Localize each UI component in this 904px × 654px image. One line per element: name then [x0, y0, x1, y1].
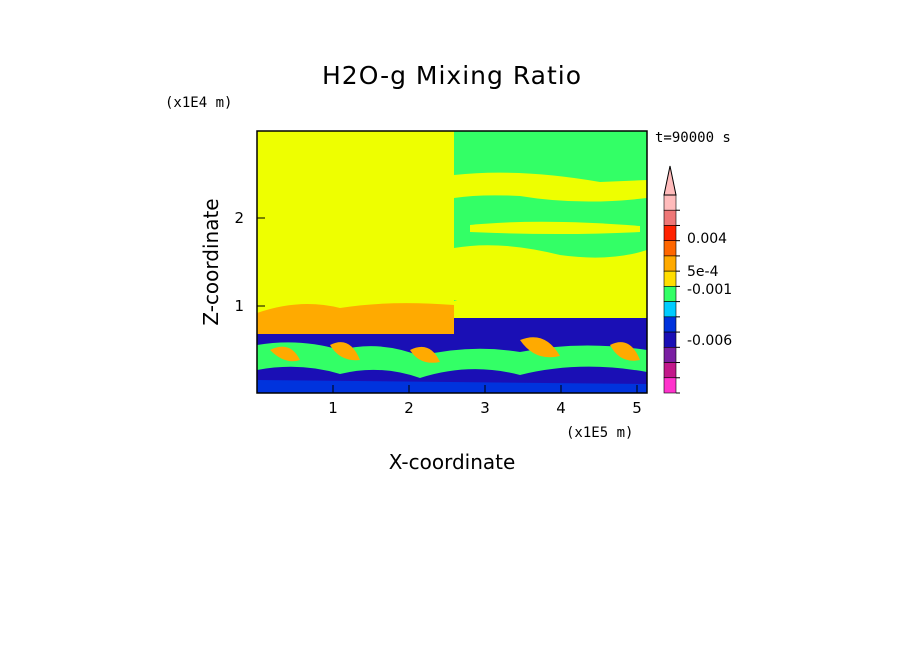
y-tick-label: 1: [234, 297, 244, 315]
colorbar-segment: [663, 255, 677, 272]
colorbar: 0.004 5e-4 -0.001 -0.006: [663, 165, 732, 394]
field-upper-band: [454, 172, 647, 202]
x-tick-label: 2: [404, 399, 414, 417]
y-axis-title: Z-coordinate: [199, 198, 223, 325]
colorbar-label: 5e-4: [687, 264, 719, 280]
colorbar-label: 0.004: [687, 231, 727, 247]
x-tick-label: 4: [556, 399, 566, 417]
plot-area: [257, 131, 647, 393]
x-tick-label: 3: [480, 399, 490, 417]
colorbar-segment: [663, 209, 677, 226]
field-thin-band: [470, 221, 640, 234]
colorbar-label: -0.006: [687, 333, 732, 349]
colorbar-segment: [663, 377, 677, 394]
colorbar-segment: [663, 194, 677, 211]
x-tick-label: 5: [632, 399, 642, 417]
colorbar-segment: [663, 270, 677, 287]
colorbar-segment: [663, 225, 677, 241]
colorbar-segment: [663, 286, 677, 302]
field-surface-layer: [257, 380, 647, 393]
colorbar-segment: [663, 316, 677, 333]
field-moist-band: [454, 245, 647, 312]
field-orange-layer: [257, 303, 454, 334]
x-unit-label: (x1E5 m): [566, 425, 633, 441]
y-unit-label: (x1E4 m): [165, 95, 232, 111]
colorbar-segment: [663, 331, 677, 348]
colorbar-segment: [663, 240, 677, 257]
chart-title: H2O-g Mixing Ratio: [322, 61, 582, 90]
colorbar-segment: [663, 301, 677, 318]
plot-frame: [256, 130, 648, 394]
x-tick-label: 1: [328, 399, 338, 417]
colorbar-label: -0.001: [687, 282, 732, 298]
time-label: t=90000 s: [655, 130, 731, 146]
field-turbulence-orange: [270, 337, 640, 363]
y-axis: 1 2 Z-coordinate: [199, 198, 265, 326]
colorbar-segment: [663, 362, 677, 379]
colorbar-segment: [663, 347, 677, 363]
colorbar-extend-arrow: [663, 165, 677, 196]
y-tick-label: 2: [234, 209, 244, 227]
x-axis: 1 2 3 4 5 (x1E5 m) X-coordinate: [328, 385, 642, 474]
x-axis-title: X-coordinate: [389, 450, 516, 474]
